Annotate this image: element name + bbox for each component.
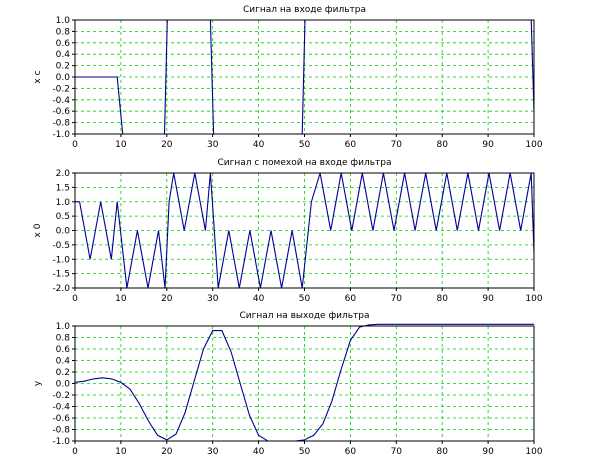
x-tick-label: 50 bbox=[299, 294, 311, 304]
x-tick-label: 0 bbox=[72, 140, 78, 150]
chart-panel-1: Сигнал на входе фильтра 0 10 20 30 40 50 60 70 80… bbox=[33, 5, 543, 150]
x-tick-label: 60 bbox=[345, 447, 357, 457]
x-tick-label: 0 bbox=[72, 294, 78, 304]
chart-title: Сигнал на входе фильтра bbox=[243, 5, 366, 15]
y-tick-label: -0.6 bbox=[52, 107, 70, 117]
y-tick-label: 0.2 bbox=[56, 62, 70, 72]
y-tick-label: -1.0 bbox=[52, 437, 70, 447]
x-tick-label: 30 bbox=[207, 294, 219, 304]
chart-title: Сигнал на выходе фильтра bbox=[239, 311, 369, 321]
y-tick-label: 2.0 bbox=[56, 169, 71, 179]
x-tick-label: 20 bbox=[161, 447, 173, 457]
y-tick-label: -0.5 bbox=[52, 241, 70, 251]
y-tick-label: -0.4 bbox=[52, 403, 70, 413]
x-tick-label: 10 bbox=[115, 294, 127, 304]
x-tick-label: 90 bbox=[482, 447, 494, 457]
y-tick-label: 0.6 bbox=[56, 39, 71, 49]
y-tick-label: -1.0 bbox=[52, 255, 70, 265]
y-tick-label: -0.8 bbox=[52, 426, 70, 436]
y-tick-label: -2.0 bbox=[52, 284, 70, 294]
x-tick-label: 70 bbox=[391, 140, 403, 150]
x-tick-label: 20 bbox=[161, 294, 173, 304]
y-tick-label: 1.5 bbox=[56, 183, 70, 193]
y-tick-label: -0.2 bbox=[52, 84, 70, 94]
y-tick-label: -0.2 bbox=[52, 391, 70, 401]
y-tick-label: 0.4 bbox=[56, 50, 71, 60]
y-tick-label: -0.8 bbox=[52, 119, 70, 129]
x-tick-label: 40 bbox=[253, 447, 265, 457]
x-tick-label: 30 bbox=[207, 447, 219, 457]
x-tick-label: 70 bbox=[391, 447, 403, 457]
x-tick-label: 60 bbox=[345, 294, 357, 304]
y-axis-label: x 0 bbox=[33, 223, 43, 237]
series-line bbox=[74, 323, 534, 442]
x-tick-label: 50 bbox=[299, 140, 311, 150]
x-tick-label: 40 bbox=[253, 294, 265, 304]
y-tick-label: 0.0 bbox=[56, 227, 71, 237]
y-tick-label: 0.0 bbox=[56, 380, 71, 390]
x-tick-label: 100 bbox=[525, 447, 542, 457]
x-tick-label: 10 bbox=[115, 140, 127, 150]
y-tick-label: -0.4 bbox=[52, 96, 70, 106]
y-tick-label: 0.0 bbox=[56, 73, 71, 83]
x-tick-label: 30 bbox=[207, 140, 219, 150]
y-tick-label: 0.8 bbox=[56, 334, 71, 344]
y-tick-label: -0.6 bbox=[52, 414, 70, 424]
x-tick-label: 60 bbox=[345, 140, 357, 150]
x-tick-label: 70 bbox=[391, 294, 403, 304]
x-tick-label: 80 bbox=[436, 140, 448, 150]
x-tick-label: 100 bbox=[525, 294, 542, 304]
x-tick-label: 20 bbox=[161, 140, 173, 150]
y-tick-label: 0.2 bbox=[56, 368, 70, 378]
y-axis-label: y bbox=[33, 380, 43, 386]
y-tick-label: 0.6 bbox=[56, 345, 71, 355]
chart-panel-2: Сигнал с помехой на входе фильтра 0 10 20 30… bbox=[33, 158, 543, 304]
chart-title: Сигнал с помехой на входе фильтра bbox=[217, 158, 391, 168]
y-tick-label: 0.8 bbox=[56, 27, 71, 37]
y-tick-label: 1.0 bbox=[56, 16, 71, 26]
y-axis-label: x c bbox=[33, 70, 43, 83]
y-tick-label: -1.5 bbox=[52, 270, 70, 280]
x-tick-label: 50 bbox=[299, 447, 311, 457]
chart-panel-3: Сигнал на выходе фильтра 0 10 20 30 40 50 60 70 8… bbox=[33, 311, 543, 457]
y-tick-label: 0.4 bbox=[56, 357, 71, 367]
y-tick-label: 0.5 bbox=[56, 212, 70, 222]
x-tick-label: 90 bbox=[482, 140, 494, 150]
x-tick-label: 80 bbox=[436, 294, 448, 304]
y-tick-label: 1.0 bbox=[56, 198, 71, 208]
y-tick-label: 1.0 bbox=[56, 322, 71, 332]
y-tick-label: -1.0 bbox=[52, 130, 70, 140]
x-tick-label: 40 bbox=[253, 140, 265, 150]
x-tick-label: 10 bbox=[115, 447, 127, 457]
x-tick-label: 80 bbox=[436, 447, 448, 457]
x-tick-label: 100 bbox=[525, 140, 542, 150]
x-tick-label: 0 bbox=[72, 447, 78, 457]
x-tick-label: 90 bbox=[482, 294, 494, 304]
